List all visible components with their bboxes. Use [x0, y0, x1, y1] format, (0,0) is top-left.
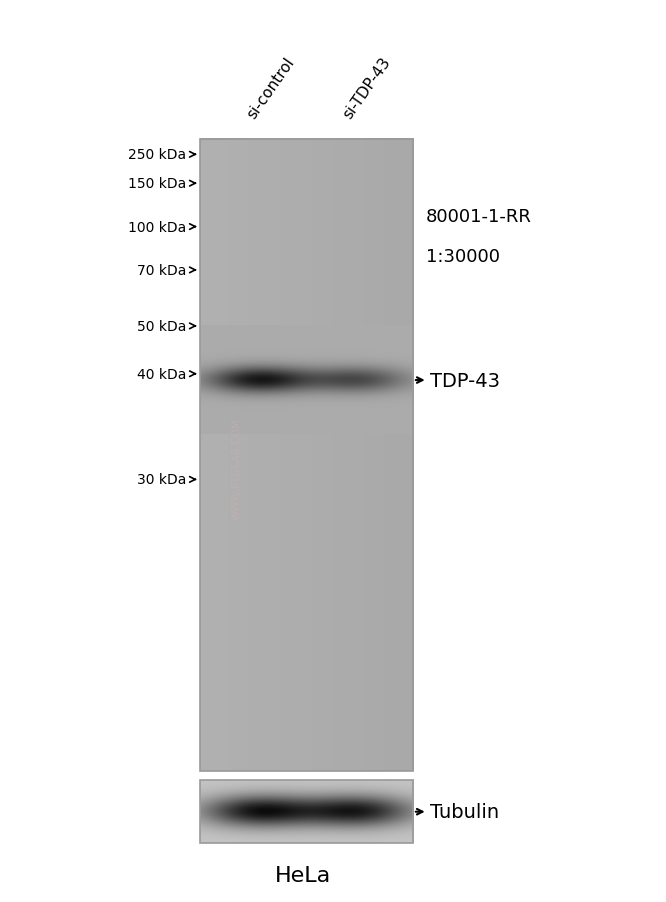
Text: 70 kDa: 70 kDa — [137, 263, 186, 278]
Text: si-TDP-43: si-TDP-43 — [341, 55, 394, 122]
Text: Tubulin: Tubulin — [430, 802, 499, 822]
Text: 80001-1-RR: 80001-1-RR — [426, 207, 532, 226]
Text: 150 kDa: 150 kDa — [129, 177, 186, 191]
Text: 100 kDa: 100 kDa — [129, 220, 186, 235]
Bar — [200, 780, 413, 843]
Text: TDP-43: TDP-43 — [430, 371, 500, 391]
Bar — [200, 140, 413, 771]
Text: 30 kDa: 30 kDa — [137, 473, 186, 487]
Text: 250 kDa: 250 kDa — [129, 148, 186, 162]
Text: si-control: si-control — [244, 55, 297, 122]
Text: 1:30000: 1:30000 — [426, 248, 500, 266]
Bar — [200, 771, 413, 780]
Text: WWW.PTGLAB.COM: WWW.PTGLAB.COM — [231, 419, 242, 520]
Text: 40 kDa: 40 kDa — [137, 367, 186, 382]
Text: 50 kDa: 50 kDa — [137, 319, 186, 334]
Text: HeLa: HeLa — [275, 865, 331, 885]
